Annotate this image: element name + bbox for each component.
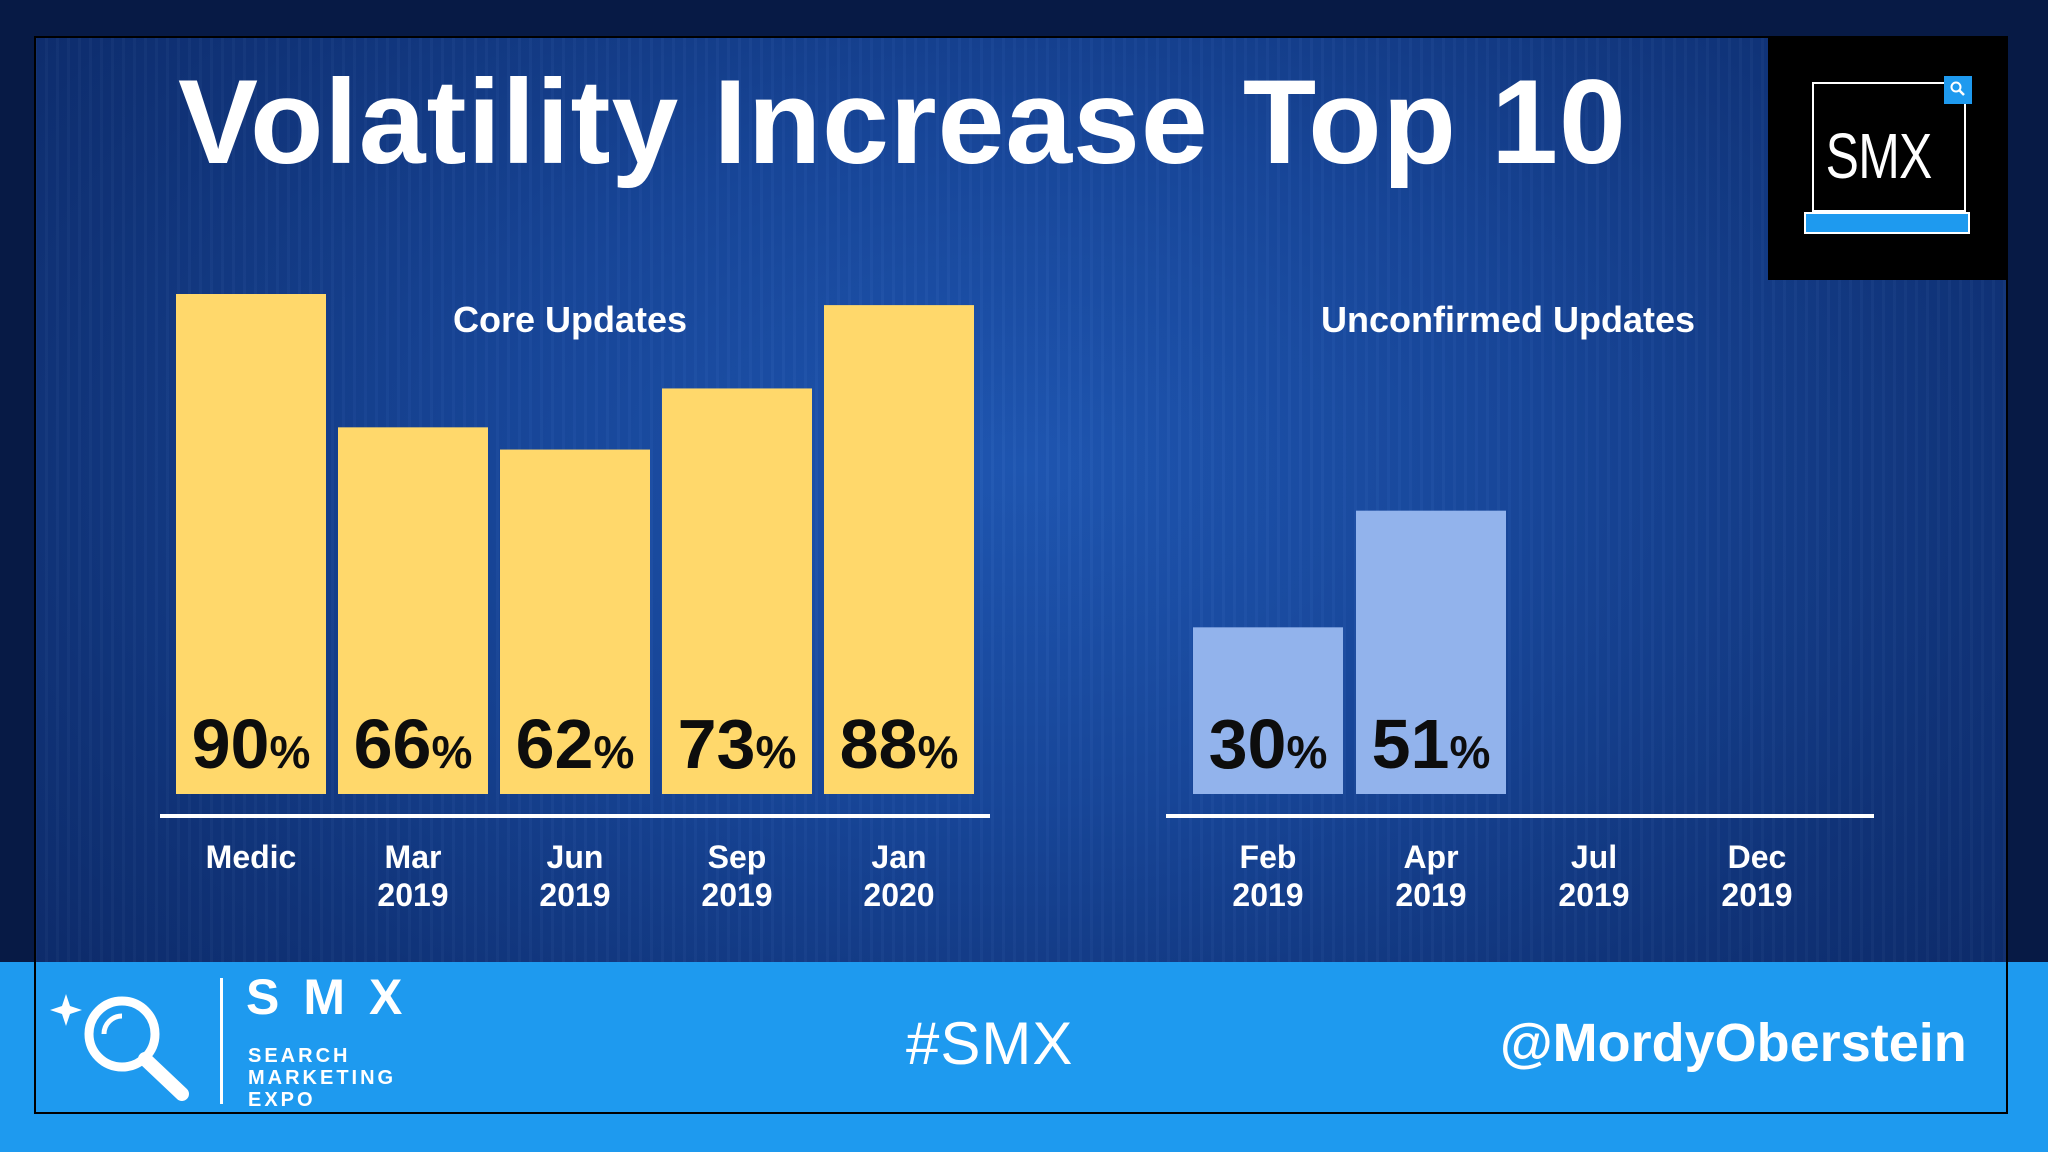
chart-2-tick-label-2-line-2: 2019 bbox=[1395, 877, 1466, 913]
chart-2-value-label-1: 30% bbox=[1209, 705, 1328, 783]
chart-1-bar-1 bbox=[176, 294, 326, 794]
chart-1-value-label-3: 62% bbox=[516, 705, 635, 783]
chart-1-tick-label-4-line-1: Sep bbox=[708, 839, 767, 875]
footer-handle: @MordyOberstein bbox=[1500, 1013, 1967, 1073]
chart-1-bar-4 bbox=[662, 388, 812, 794]
logo-underline bbox=[1804, 212, 1970, 234]
chart-1-tick-label-3-line-2: 2019 bbox=[539, 877, 610, 913]
chart-2-tick-label-3-line-2: 2019 bbox=[1558, 877, 1629, 913]
footer-sub-line-1: SEARCH bbox=[248, 1045, 351, 1067]
chart-2-tick-label-3-line-1: Jul bbox=[1571, 839, 1617, 875]
chart-1-tick-label-5-line-2: 2020 bbox=[863, 877, 934, 913]
chart-2-tick-label-2-line-1: Apr bbox=[1403, 839, 1458, 875]
chart-1-bar-2 bbox=[338, 427, 488, 794]
chart-2-tick-label-1-line-1: Feb bbox=[1240, 839, 1297, 875]
chart-2-tick-label-4-line-1: Dec bbox=[1728, 839, 1787, 875]
footer-bar bbox=[34, 962, 2008, 1114]
chart-1-value-label-5: 88% bbox=[840, 705, 959, 783]
magnifier-sparkle-icon bbox=[50, 994, 189, 1101]
chart-1-tick-label-2-line-2: 2019 bbox=[377, 877, 448, 913]
chart-2-bar-2 bbox=[1356, 510, 1506, 794]
footer-brand: SMX bbox=[246, 969, 427, 1025]
search-icon bbox=[1944, 76, 1972, 104]
chart-1-value-label-1: 90% bbox=[192, 705, 311, 783]
chart-1-title: Core Updates bbox=[453, 299, 687, 340]
footer-edge-bottom bbox=[0, 1114, 2048, 1152]
chart-1-bar-5 bbox=[824, 305, 974, 794]
chart-1-bar-3 bbox=[500, 449, 650, 794]
chart-1-tick-label-5-line-1: Jan bbox=[871, 839, 926, 875]
slide-title: Volatility Increase Top 10 bbox=[178, 55, 1627, 189]
charts-canvas: Core Updates90%Medic66%Mar201962%Jun2019… bbox=[160, 294, 1874, 913]
chart-1-tick-label-1-line-1: Medic bbox=[206, 839, 297, 875]
footer-sub-line-3: EXPO bbox=[248, 1089, 316, 1111]
chart-2-title: Unconfirmed Updates bbox=[1321, 299, 1695, 340]
chart-1-tick-label-2-line-1: Mar bbox=[385, 839, 442, 875]
chart-2-bar-1 bbox=[1193, 627, 1343, 794]
chart-1-value-label-2: 66% bbox=[354, 705, 473, 783]
chart-1-value-label-4: 73% bbox=[678, 705, 797, 783]
chart-2-tick-label-1-line-2: 2019 bbox=[1232, 877, 1303, 913]
chart-2-tick-label-4-line-2: 2019 bbox=[1721, 877, 1792, 913]
chart-1-tick-label-3-line-1: Jun bbox=[547, 839, 604, 875]
smx-logo-badge: SMX bbox=[1768, 36, 2008, 280]
slide-background bbox=[34, 36, 2008, 1114]
logo-frame bbox=[1812, 82, 1966, 212]
logo-text: SMX bbox=[1825, 120, 1933, 192]
footer-hashtag: #SMX bbox=[906, 1010, 1074, 1077]
chart-1-tick-label-4-line-2: 2019 bbox=[701, 877, 772, 913]
footer-divider bbox=[220, 978, 223, 1104]
chart-2-value-label-2: 51% bbox=[1372, 705, 1491, 783]
footer-sub-line-2: MARKETING bbox=[248, 1067, 397, 1089]
